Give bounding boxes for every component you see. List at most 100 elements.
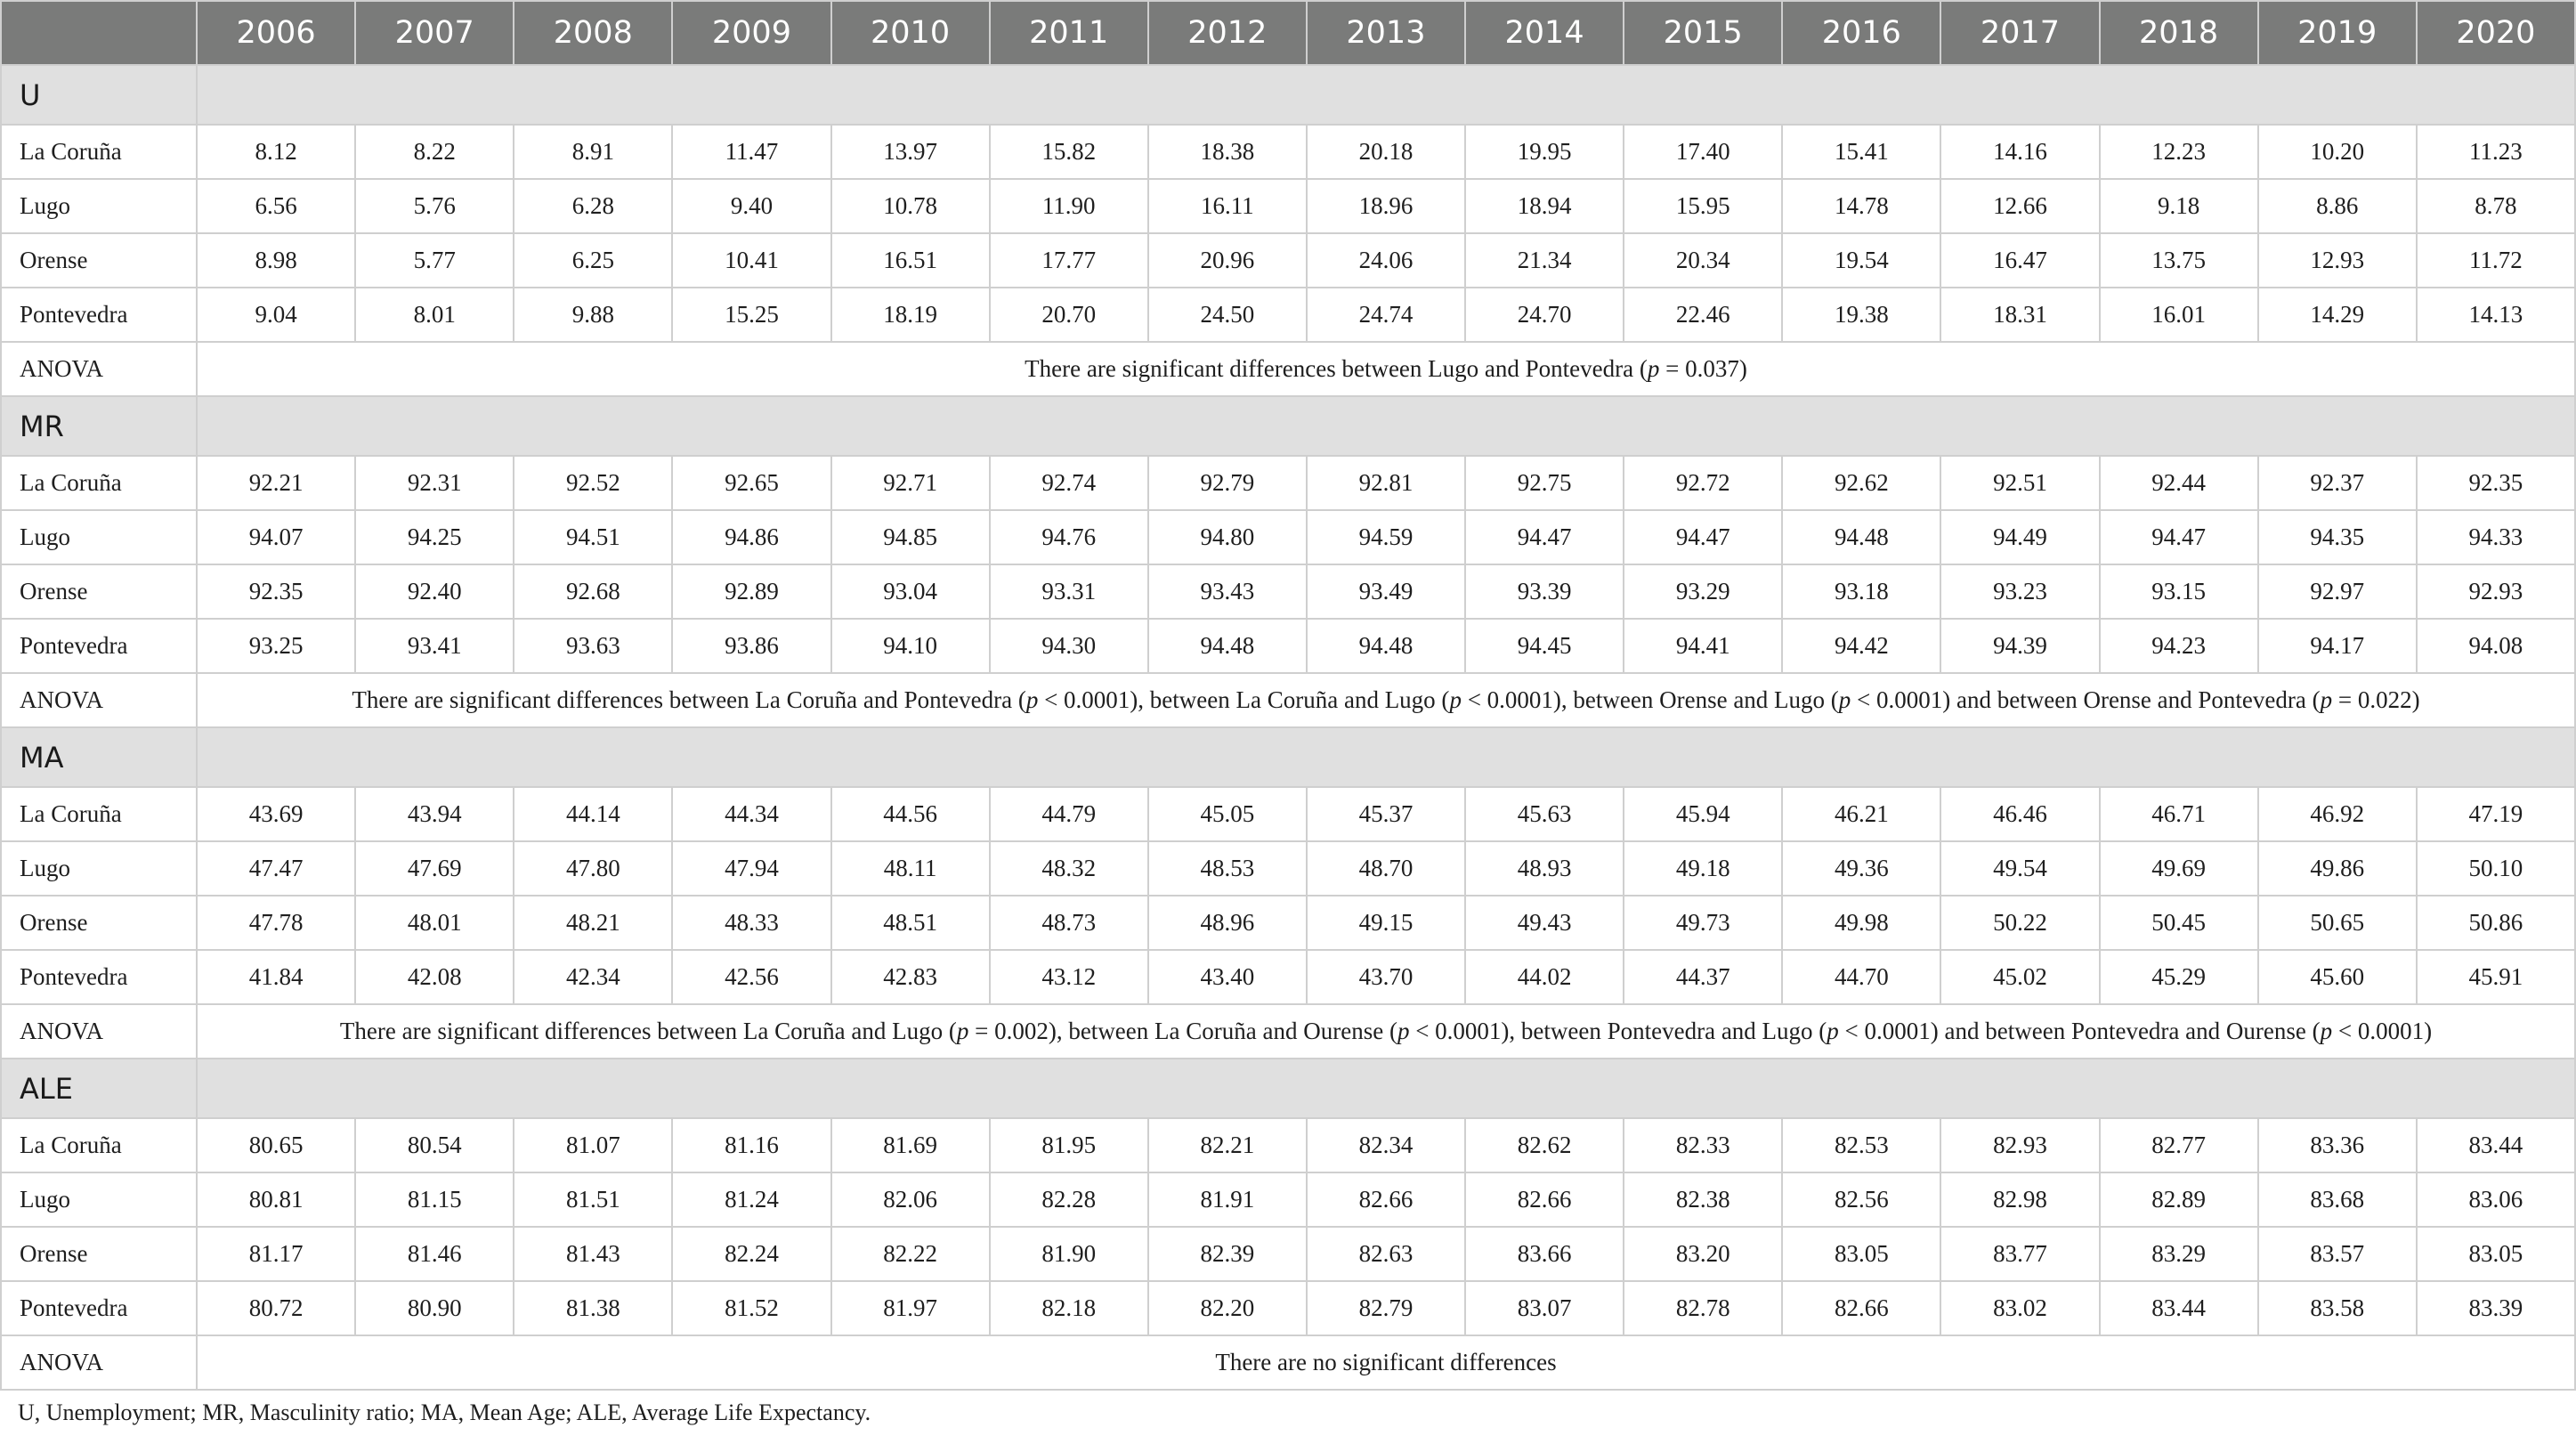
year-header: 2014	[1463, 0, 1625, 66]
value-cell: 81.91	[1146, 1172, 1308, 1228]
value-cell: 48.33	[671, 895, 832, 951]
value-cell: 8.86	[2256, 178, 2418, 234]
value-cell: 94.08	[2415, 618, 2576, 674]
value-cell: 20.34	[1623, 232, 1784, 288]
value-cell: 93.43	[1146, 564, 1308, 620]
value-cell: 47.47	[195, 840, 357, 896]
anova-note: There are significant differences betwee…	[196, 341, 2576, 397]
region-label: Pontevedra	[0, 1280, 198, 1336]
value-cell: 5.77	[354, 232, 515, 288]
value-cell: 24.06	[1305, 232, 1467, 288]
value-cell: 48.11	[830, 840, 991, 896]
value-cell: 20.18	[1305, 124, 1467, 180]
value-cell: 92.51	[1940, 455, 2101, 511]
value-cell: 82.18	[988, 1280, 1149, 1336]
value-cell: 93.23	[1940, 564, 2101, 620]
value-cell: 41.84	[195, 949, 357, 1005]
value-cell: 44.56	[830, 786, 991, 842]
table-body: U La Coruña 8.12 8.22 8.91 11.47 13.97 15.82 18.…	[0, 64, 2576, 1391]
section-header-row: ALE	[0, 1058, 2576, 1119]
value-cell: 80.90	[354, 1280, 515, 1336]
value-cell: 94.35	[2256, 509, 2418, 565]
table-footnote: U, Unemployment; MR, Masculinity ratio; …	[18, 1399, 871, 1425]
value-cell: 9.18	[2098, 178, 2259, 234]
value-cell: 50.65	[2256, 895, 2418, 951]
value-cell: 92.97	[2256, 564, 2418, 620]
header-corner-cell	[0, 0, 198, 66]
value-cell: 46.21	[1781, 786, 1942, 842]
value-cell: 92.89	[671, 564, 832, 620]
value-cell: 92.65	[671, 455, 832, 511]
value-cell: 49.54	[1940, 840, 2101, 896]
value-cell: 8.01	[354, 287, 515, 343]
value-cell: 92.81	[1305, 455, 1467, 511]
value-cell: 50.45	[2098, 895, 2259, 951]
value-cell: 48.53	[1146, 840, 1308, 896]
anova-row: ANOVA There are significant differences b…	[0, 672, 2576, 728]
header-row: 2006 2007 2008 2009 2010 2011 2012 2013 2014 2015…	[0, 0, 2576, 66]
value-cell: 82.20	[1146, 1280, 1308, 1336]
section-label: U	[0, 64, 198, 126]
value-cell: 94.48	[1305, 618, 1467, 674]
value-cell: 83.58	[2256, 1280, 2418, 1336]
p-symbol: p	[1025, 686, 1039, 713]
value-cell: 81.43	[513, 1226, 674, 1282]
value-cell: 24.70	[1463, 287, 1625, 343]
anova-text: < 0.0001) and between Pontevedra and Our…	[1838, 1018, 2321, 1044]
value-cell: 94.45	[1463, 618, 1625, 674]
value-cell: 83.05	[1781, 1226, 1942, 1282]
value-cell: 6.56	[195, 178, 357, 234]
value-cell: 82.66	[1463, 1172, 1625, 1228]
anova-text: = 0.002), between La Coruña and Ourense …	[968, 1018, 1397, 1044]
value-cell: 45.91	[2415, 949, 2576, 1005]
value-cell: 15.25	[671, 287, 832, 343]
table-row: Pontevedra 41.84 42.08 42.34 42.56 42.83 43.12…	[0, 949, 2576, 1005]
p-symbol: p	[1449, 686, 1462, 713]
value-cell: 82.77	[2098, 1117, 2259, 1173]
value-cell: 82.34	[1305, 1117, 1467, 1173]
value-cell: 49.18	[1623, 840, 1784, 896]
table-row: Pontevedra 9.04 8.01 9.88 15.25 18.19 20.70 24.…	[0, 287, 2576, 343]
value-cell: 83.39	[2415, 1280, 2576, 1336]
value-cell: 49.43	[1463, 895, 1625, 951]
value-cell: 48.73	[988, 895, 1149, 951]
anova-label: ANOVA	[0, 1003, 198, 1059]
anova-text: There are significant differences betwee…	[352, 686, 1026, 713]
value-cell: 45.05	[1146, 786, 1308, 842]
value-cell: 82.63	[1305, 1226, 1467, 1282]
table-row: La Coruña 43.69 43.94 44.14 44.34 44.56 44.79 4…	[0, 786, 2576, 842]
value-cell: 8.91	[513, 124, 674, 180]
value-cell: 93.86	[671, 618, 832, 674]
value-cell: 82.21	[1146, 1117, 1308, 1173]
p-symbol: p	[1397, 1018, 1410, 1044]
table-row: Pontevedra 80.72 80.90 81.38 81.52 81.97 82.18…	[0, 1280, 2576, 1336]
value-cell: 93.31	[988, 564, 1149, 620]
value-cell: 12.66	[1940, 178, 2101, 234]
value-cell: 81.07	[513, 1117, 674, 1173]
value-cell: 82.66	[1781, 1280, 1942, 1336]
value-cell: 92.40	[354, 564, 515, 620]
value-cell: 19.54	[1781, 232, 1942, 288]
value-cell: 92.79	[1146, 455, 1308, 511]
value-cell: 44.37	[1623, 949, 1784, 1005]
value-cell: 14.78	[1781, 178, 1942, 234]
table-row: Orense 92.35 92.40 92.68 92.89 93.04 93.31 93.4…	[0, 564, 2576, 620]
value-cell: 50.22	[1940, 895, 2101, 951]
value-cell: 10.41	[671, 232, 832, 288]
value-cell: 44.70	[1781, 949, 1942, 1005]
value-cell: 19.95	[1463, 124, 1625, 180]
value-cell: 45.29	[2098, 949, 2259, 1005]
value-cell: 16.47	[1940, 232, 2101, 288]
table-row: Lugo 94.07 94.25 94.51 94.86 94.85 94.76 94.80 9…	[0, 509, 2576, 565]
value-cell: 92.62	[1781, 455, 1942, 511]
value-cell: 94.10	[830, 618, 991, 674]
value-cell: 83.06	[2415, 1172, 2576, 1228]
value-cell: 49.73	[1623, 895, 1784, 951]
value-cell: 81.95	[988, 1117, 1149, 1173]
value-cell: 50.10	[2415, 840, 2576, 896]
value-cell: 17.40	[1623, 124, 1784, 180]
value-cell: 93.49	[1305, 564, 1467, 620]
value-cell: 82.33	[1623, 1117, 1784, 1173]
value-cell: 83.05	[2415, 1226, 2576, 1282]
value-cell: 49.36	[1781, 840, 1942, 896]
